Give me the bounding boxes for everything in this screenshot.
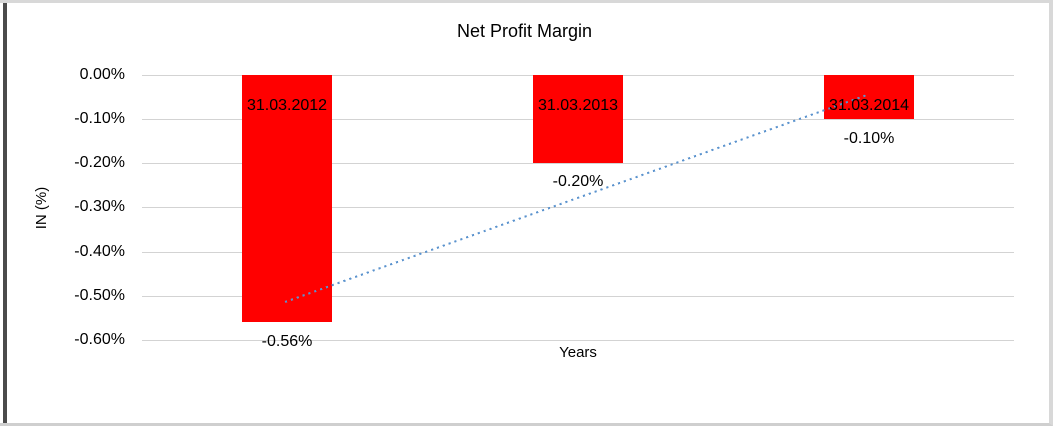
chart-title: Net Profit Margin bbox=[456, 21, 593, 41]
gridline--0.60 bbox=[142, 340, 1014, 341]
y-tick-label: -0.30% bbox=[74, 198, 125, 215]
window-left-edge bbox=[3, 3, 7, 423]
gridline--0.40 bbox=[142, 252, 1014, 253]
y-tick-label: -0.40% bbox=[74, 243, 125, 260]
gridline--0.20 bbox=[142, 163, 1014, 164]
gridline--0.30 bbox=[142, 207, 1014, 208]
x-axis-title: Years bbox=[559, 344, 597, 361]
y-tick-label: -0.20% bbox=[74, 154, 125, 171]
y-tick-label: 0.00% bbox=[79, 66, 125, 83]
y-tick-label: -0.10% bbox=[74, 110, 125, 127]
category-label-2012: 31.03.2012 bbox=[246, 97, 328, 114]
value-label-2012: -0.56% bbox=[261, 333, 313, 350]
bar-2013 bbox=[533, 75, 623, 163]
bar-2014 bbox=[824, 75, 914, 119]
value-label-2013: -0.20% bbox=[552, 173, 604, 190]
bar-2012 bbox=[242, 75, 332, 322]
gridline--0.50 bbox=[142, 296, 1014, 297]
y-tick-label: -0.50% bbox=[74, 287, 125, 304]
y-tick-label: -0.60% bbox=[74, 331, 125, 348]
value-label-2014: -0.10% bbox=[843, 130, 895, 147]
category-label-2013: 31.03.2013 bbox=[537, 97, 619, 114]
category-label-2014: 31.03.2014 bbox=[828, 97, 910, 114]
